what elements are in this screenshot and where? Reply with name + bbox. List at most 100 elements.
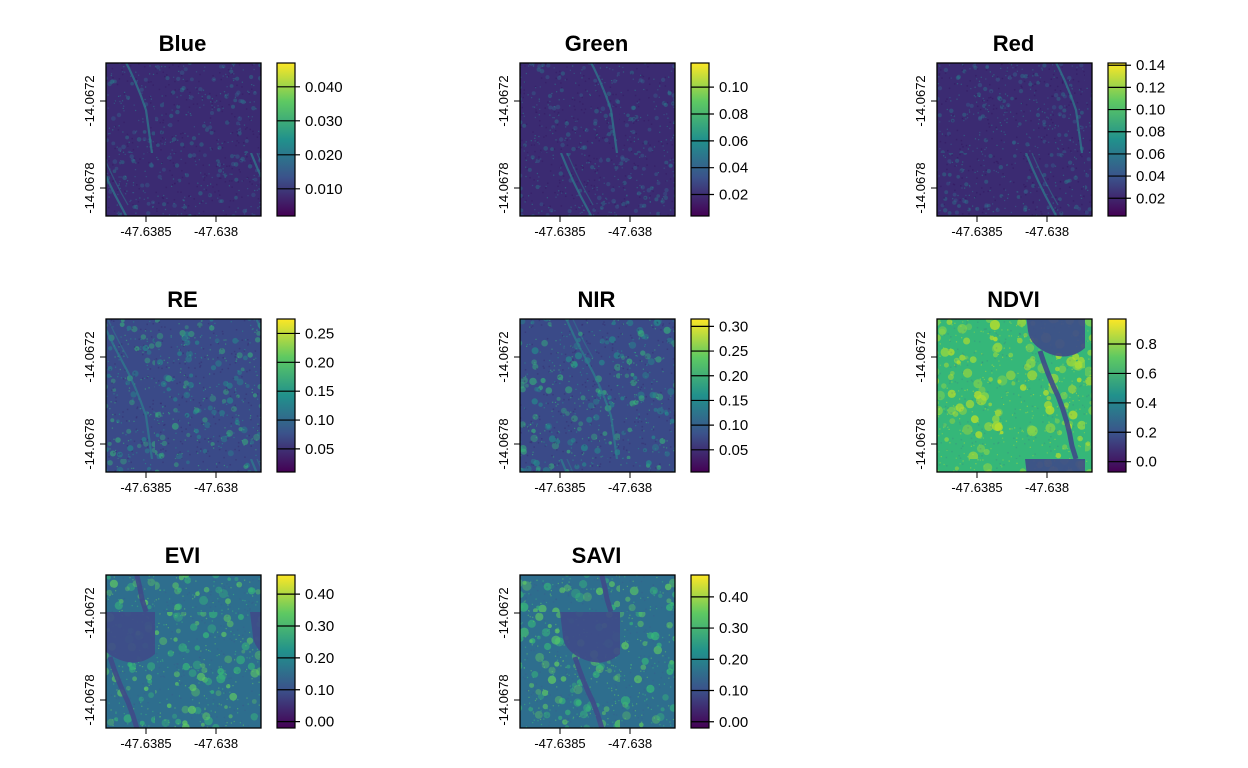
panel-ndvi: NDVI -47.6385 -47.638 -14.0672 -14.0678 0.0 0.… xyxy=(913,287,1157,495)
legend-tick-label: 0.08 xyxy=(719,106,748,123)
x-tick-label: -47.6385 xyxy=(534,736,585,751)
legend-tick-label: 0.20 xyxy=(719,651,748,668)
legend-tick-label: 0.20 xyxy=(719,368,748,385)
y-tick-label: -14.0678 xyxy=(82,162,97,213)
panel-nir: NIR -47.6385 -47.638 -14.0672 -14.0678 0.05 0.… xyxy=(496,287,748,495)
raster-image xyxy=(106,575,261,728)
x-tick-label: -47.6385 xyxy=(951,224,1002,239)
legend-tick-label: 0.05 xyxy=(719,442,748,459)
x-tick-label: -47.638 xyxy=(608,224,652,239)
legend-tick-label: 0.40 xyxy=(719,589,748,606)
legend-tick-label: 0.12 xyxy=(1136,79,1165,96)
legend-tick-label: 0.10 xyxy=(719,79,748,96)
x-tick-label: -47.638 xyxy=(608,736,652,751)
legend-tick-label: 0.10 xyxy=(719,683,748,700)
x-tick-label: -47.638 xyxy=(194,480,238,495)
y-tick-label: -14.0672 xyxy=(913,75,928,126)
legend-colorbar-frame xyxy=(690,62,710,217)
y-tick-label: -14.0678 xyxy=(913,418,928,469)
legend-tick-label: 0.25 xyxy=(305,325,334,342)
panel-red: Red -47.6385 -47.638 -14.0672 -14.0678 0.02 0.… xyxy=(913,31,1165,239)
raster-image xyxy=(106,63,261,216)
legend-colorbar-frame xyxy=(1107,318,1127,473)
legend-colorbar xyxy=(277,63,295,216)
legend-colorbar-frame xyxy=(276,574,296,729)
y-tick-label: -14.0672 xyxy=(82,75,97,126)
legend-tick-label: 0.04 xyxy=(719,160,748,177)
panel-title: Red xyxy=(993,31,1035,56)
legend-tick-label: 0.010 xyxy=(305,181,343,198)
panel-title: EVI xyxy=(165,543,200,568)
x-tick-label: -47.6385 xyxy=(534,224,585,239)
legend-colorbar-frame xyxy=(276,62,296,217)
legend-tick-label: 0.10 xyxy=(1136,102,1165,119)
raster-frame xyxy=(105,574,262,729)
legend-tick-label: 0.10 xyxy=(305,412,334,429)
legend-tick-label: 0.030 xyxy=(305,113,343,130)
panel-green: Green -47.6385 -47.638 -14.0672 -14.0678 0.02… xyxy=(496,31,748,239)
legend-tick-label: 0.15 xyxy=(305,383,334,400)
x-tick-label: -47.638 xyxy=(608,480,652,495)
y-tick-label: -14.0672 xyxy=(82,331,97,382)
y-tick-label: -14.0678 xyxy=(496,674,511,725)
legend-tick-label: 0.8 xyxy=(1136,336,1157,353)
panel-title: Green xyxy=(565,31,629,56)
legend-colorbar xyxy=(1108,319,1126,472)
raster-frame xyxy=(105,318,262,473)
raster-image xyxy=(520,319,675,472)
y-tick-label: -14.0678 xyxy=(82,418,97,469)
legend-tick-label: 0.02 xyxy=(719,187,748,204)
legend-tick-label: 0.15 xyxy=(719,392,748,409)
x-tick-label: -47.638 xyxy=(194,736,238,751)
legend-tick-label: 0.25 xyxy=(719,343,748,360)
legend-tick-label: 0.10 xyxy=(305,682,334,699)
legend-tick-label: 0.10 xyxy=(719,417,748,434)
legend-tick-label: 0.6 xyxy=(1136,365,1157,382)
raster-image xyxy=(106,319,261,472)
y-tick-label: -14.0678 xyxy=(496,162,511,213)
legend-tick-label: 0.08 xyxy=(1136,124,1165,141)
legend-tick-label: 0.14 xyxy=(1136,57,1165,74)
panel-title: NDVI xyxy=(987,287,1040,312)
legend-colorbar-frame xyxy=(276,318,296,473)
legend-tick-label: 0.0 xyxy=(1136,454,1157,471)
panel-title: RE xyxy=(167,287,198,312)
raster-frame xyxy=(936,318,1093,473)
legend-colorbar xyxy=(691,319,709,472)
y-tick-label: -14.0672 xyxy=(913,331,928,382)
legend-tick-label: 0.020 xyxy=(305,147,343,164)
legend-tick-label: 0.00 xyxy=(305,714,334,731)
raster-frame xyxy=(105,62,262,217)
raster-frame xyxy=(519,318,676,473)
legend-tick-label: 0.06 xyxy=(719,133,748,150)
x-tick-label: -47.6385 xyxy=(120,480,171,495)
raster-frame xyxy=(519,62,676,217)
x-tick-label: -47.638 xyxy=(1025,224,1069,239)
x-tick-label: -47.638 xyxy=(1025,480,1069,495)
legend-tick-label: 0.20 xyxy=(305,354,334,371)
legend-tick-label: 0.30 xyxy=(305,618,334,635)
raster-image xyxy=(520,575,675,728)
y-tick-label: -14.0678 xyxy=(913,162,928,213)
legend-colorbar-frame xyxy=(690,318,710,473)
x-tick-label: -47.6385 xyxy=(534,480,585,495)
legend-tick-label: 0.04 xyxy=(1136,168,1165,185)
legend-colorbar xyxy=(691,575,709,728)
legend-tick-label: 0.40 xyxy=(305,586,334,603)
panel-savi: SAVI -47.6385 -47.638 -14.0672 -14.0678 0.00 0… xyxy=(496,543,748,751)
legend-tick-label: 0.05 xyxy=(305,441,334,458)
raster-frame xyxy=(936,62,1093,217)
y-tick-label: -14.0672 xyxy=(496,331,511,382)
legend-tick-label: 0.2 xyxy=(1136,424,1157,441)
legend-colorbar xyxy=(691,63,709,216)
raster-image xyxy=(520,63,675,216)
legend-colorbar xyxy=(1108,63,1126,216)
raster-frame xyxy=(519,574,676,729)
y-tick-label: -14.0672 xyxy=(496,75,511,126)
legend-tick-label: 0.30 xyxy=(719,318,748,335)
legend-tick-label: 0.06 xyxy=(1136,146,1165,163)
legend-tick-label: 0.30 xyxy=(719,620,748,637)
y-tick-label: -14.0678 xyxy=(82,674,97,725)
y-tick-label: -14.0678 xyxy=(496,418,511,469)
